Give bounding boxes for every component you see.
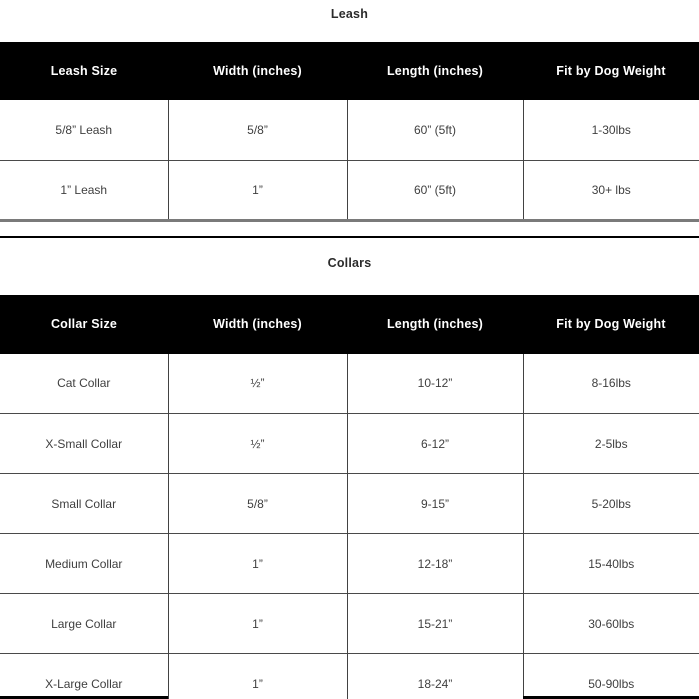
cell-size: X-Small Collar	[0, 413, 168, 474]
cell-length: 6-12”	[346, 413, 523, 474]
cell-width: 5/8”	[167, 100, 347, 160]
cell-length: 60” (5ft)	[346, 100, 523, 160]
leash-table: Leash Size Width (inches) Length (inches…	[0, 42, 699, 222]
cell-weight: 15-40lbs	[522, 533, 699, 594]
cell-length: 18-24”	[346, 653, 523, 699]
column-header-fit: Fit by Dog Weight	[523, 42, 699, 100]
cell-size: 1” Leash	[0, 159, 168, 220]
cell-width: ½”	[167, 353, 347, 414]
collars-section: Collars Collar Size Width (inches) Lengt…	[0, 238, 699, 699]
cell-size: Cat Collar	[0, 353, 168, 414]
column-header-width: Width (inches)	[168, 42, 347, 100]
column-header-collar-size: Collar Size	[0, 294, 168, 354]
column-header-fit: Fit by Dog Weight	[523, 294, 699, 354]
column-header-length: Length (inches)	[347, 294, 523, 354]
cell-length: 15-21”	[346, 593, 523, 654]
cell-weight: 50-90lbs	[522, 653, 699, 699]
column-header-leash-size: Leash Size	[0, 42, 168, 100]
bottom-border-left	[0, 696, 168, 699]
table-row: X-Large Collar 1” 18-24” 50-90lbs	[0, 653, 699, 699]
cell-weight: 1-30lbs	[522, 100, 699, 160]
cell-size: Large Collar	[0, 593, 168, 654]
cell-weight: 30-60lbs	[522, 593, 699, 654]
collars-header-row: Collar Size Width (inches) Length (inche…	[0, 294, 699, 354]
cell-weight: 5-20lbs	[522, 473, 699, 534]
table-row: 1” Leash 1” 60” (5ft) 30+ lbs	[0, 159, 699, 220]
cell-width: 1”	[167, 653, 347, 699]
cell-length: 10-12”	[346, 353, 523, 414]
cell-size: 5/8” Leash	[0, 100, 168, 160]
cell-length: 60” (5ft)	[346, 159, 523, 220]
section-divider	[0, 235, 699, 238]
cell-weight: 8-16lbs	[522, 353, 699, 414]
cell-width: 1”	[167, 593, 347, 654]
collars-table-title: Collars	[327, 255, 372, 270]
cell-width: 5/8”	[167, 473, 347, 534]
leash-section: Leash Leash Size Width (inches) Length (…	[0, 0, 699, 222]
column-header-length: Length (inches)	[347, 42, 523, 100]
cell-weight: 2-5lbs	[522, 413, 699, 474]
bottom-border-right	[523, 696, 699, 699]
table-row: X-Small Collar ½” 6-12” 2-5lbs	[0, 413, 699, 474]
table-row: Cat Collar ½” 10-12” 8-16lbs	[0, 353, 699, 414]
collars-table: Collar Size Width (inches) Length (inche…	[0, 294, 699, 699]
cell-size: X-Large Collar	[0, 653, 168, 699]
table-row: Medium Collar 1” 12-18” 15-40lbs	[0, 533, 699, 594]
cell-width: 1”	[167, 159, 347, 220]
cell-length: 9-15”	[346, 473, 523, 534]
cell-width: ½”	[167, 413, 347, 474]
cell-length: 12-18”	[346, 533, 523, 594]
cell-size: Medium Collar	[0, 533, 168, 594]
cell-size: Small Collar	[0, 473, 168, 534]
table-row: Small Collar 5/8” 9-15” 5-20lbs	[0, 473, 699, 534]
cell-weight: 30+ lbs	[522, 159, 699, 220]
column-header-width: Width (inches)	[168, 294, 347, 354]
cell-width: 1”	[167, 533, 347, 594]
table-row: 5/8” Leash 5/8” 60” (5ft) 1-30lbs	[0, 100, 699, 160]
leash-header-row: Leash Size Width (inches) Length (inches…	[0, 42, 699, 100]
table-row: Large Collar 1” 15-21” 30-60lbs	[0, 593, 699, 654]
leash-table-title: Leash	[330, 7, 369, 21]
